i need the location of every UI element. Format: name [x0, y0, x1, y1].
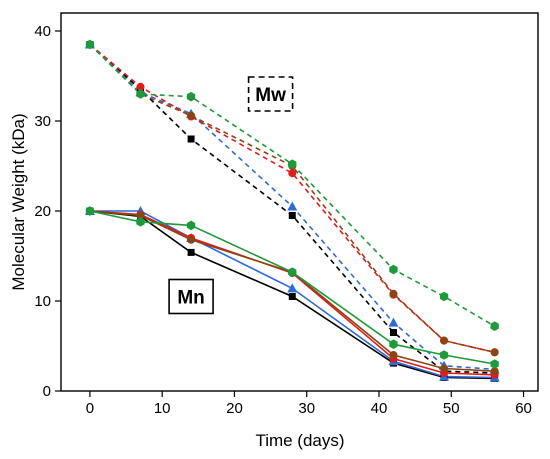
mn-data-point [186, 220, 196, 231]
mw-data-point [388, 317, 399, 327]
x-tick-label: 20 [226, 400, 243, 417]
mw-data-point [490, 321, 499, 331]
y-tick-label: 0 [43, 383, 51, 400]
mn-data-point [389, 339, 398, 349]
mn-data-point [85, 206, 95, 216]
axis-ticks: 0 10 20 30 40 50 60 0 10 20 30 40 [34, 23, 532, 417]
plot-frame [60, 12, 539, 392]
mn-data-point [389, 351, 398, 359]
mw-data-point [288, 169, 297, 178]
mn-data-point [490, 359, 499, 369]
mw-data-point [288, 212, 296, 219]
mw-data-point [287, 201, 298, 211]
mw-data-point [490, 348, 499, 357]
mn-data-point [490, 367, 499, 376]
mw-data-point [136, 82, 145, 91]
mn-data-point [187, 248, 195, 256]
mw-data-point [136, 89, 145, 99]
x-tick-label: 50 [443, 400, 460, 417]
annotation-label: Mw [255, 85, 286, 106]
x-tick-label: 60 [515, 400, 532, 417]
mw-data-point [187, 135, 195, 143]
mn-data-point [440, 364, 449, 373]
annotations: Mw Mn [168, 76, 294, 315]
y-tick-label: 30 [34, 113, 51, 130]
annotation-box [247, 76, 294, 112]
mw-data-point [389, 329, 397, 336]
y-axis-title: Molecular Weight (kDa) [9, 113, 28, 290]
mn-data-point [288, 293, 296, 300]
mw-data-point [187, 111, 196, 120]
x-tick-label: 10 [154, 400, 171, 417]
annotation-label: Mn [177, 288, 204, 309]
mw-data-point [389, 289, 398, 298]
mw-data-point [288, 159, 297, 169]
x-tick-label: 40 [371, 400, 388, 417]
y-tick-label: 40 [34, 23, 51, 40]
mn-data-point [136, 217, 145, 227]
mw-data-point [186, 91, 196, 102]
mn-data-point [288, 267, 297, 277]
mw-data-point [440, 336, 449, 345]
y-tick-label: 10 [34, 293, 51, 310]
y-tick-label: 20 [34, 203, 51, 220]
mn-data-point [187, 235, 196, 244]
x-axis-title: Time (days) [255, 431, 344, 450]
series-markers [84, 39, 500, 382]
mn-series-line [89, 210, 495, 376]
mn-data-point [136, 211, 145, 220]
mn-data-point [439, 350, 449, 360]
mn-data-point [287, 283, 298, 293]
mw-data-point [389, 264, 398, 275]
annotation-box [168, 278, 214, 315]
x-tick-label: 0 [86, 400, 94, 417]
mw-data-point [439, 291, 449, 302]
x-tick-label: 30 [298, 400, 315, 417]
mw-data-point [85, 39, 95, 50]
